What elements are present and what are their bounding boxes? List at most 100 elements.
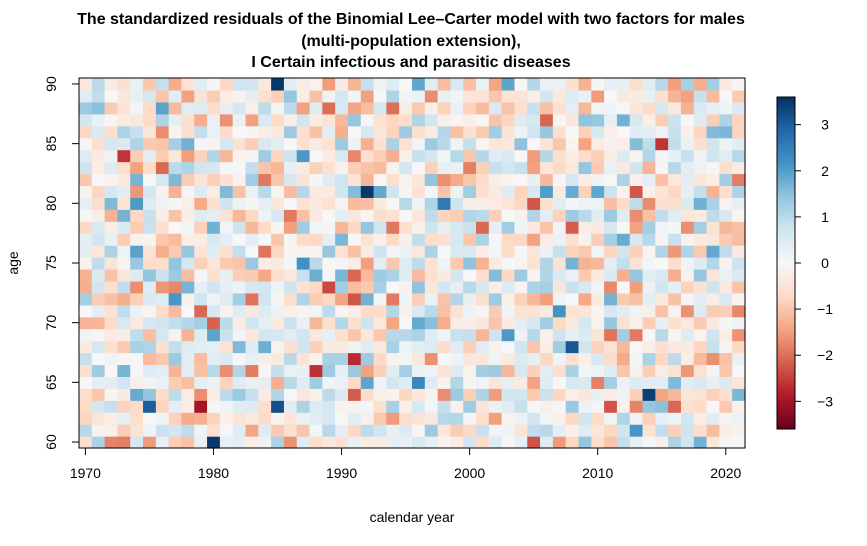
heatmap-cell: [360, 412, 375, 425]
heatmap-cell: [706, 436, 720, 449]
heatmap-cell: [488, 292, 503, 306]
heatmap-cell: [578, 268, 592, 282]
heatmap-cell: [271, 328, 285, 342]
heatmap-cell: [616, 89, 631, 103]
heatmap-cell: [565, 376, 580, 389]
heatmap-cell: [258, 125, 272, 139]
y-axis-title: age: [5, 251, 21, 275]
heatmap-cell: [335, 209, 349, 222]
heatmap-cell: [552, 257, 567, 270]
heatmap-cell: [552, 388, 567, 401]
heatmap-cell: [207, 328, 221, 342]
heatmap-cell: [271, 388, 285, 401]
heatmap-cell: [488, 304, 503, 318]
heatmap-cell: [283, 197, 298, 210]
heatmap-cell: [540, 245, 554, 258]
heatmap-cell: [219, 352, 234, 366]
heatmap-cell: [181, 257, 195, 270]
heatmap-cell: [232, 268, 247, 282]
heatmap-cell: [283, 101, 298, 115]
heatmap-cell: [604, 101, 618, 115]
heatmap-cell: [271, 340, 285, 354]
heatmap-cell: [322, 412, 336, 425]
heatmap-cell: [335, 161, 349, 175]
heatmap-cell: [155, 376, 170, 389]
heatmap-cell: [463, 173, 477, 187]
heatmap-cell: [488, 316, 503, 330]
heatmap-cell: [181, 113, 195, 127]
heatmap-cell: [706, 268, 720, 282]
heatmap-cell: [476, 280, 490, 294]
heatmap-cell: [130, 257, 144, 270]
heatmap-cell: [309, 209, 323, 222]
heatmap-cell: [604, 376, 618, 389]
heatmap-cell: [412, 412, 426, 425]
heatmap-cell: [655, 161, 669, 175]
heatmap-cell: [616, 245, 631, 258]
heatmap-cell: [655, 328, 669, 342]
heatmap-cell: [181, 376, 195, 389]
heatmap-cell: [360, 197, 375, 210]
heatmap-cell: [335, 280, 349, 294]
heatmap-cell: [207, 268, 221, 282]
heatmap-cell: [476, 101, 490, 115]
heatmap-cell: [450, 304, 464, 318]
heatmap-cell: [501, 233, 516, 246]
heatmap-cell: [629, 245, 644, 258]
heatmap-cell: [168, 101, 183, 115]
heatmap-cell: [232, 257, 247, 270]
heatmap-cell: [283, 424, 298, 437]
heatmap-cell: [578, 221, 592, 234]
heatmap-cell: [130, 340, 144, 354]
heatmap-cell: [219, 412, 234, 425]
heatmap-cell: [271, 113, 285, 127]
heatmap-cell: [450, 137, 464, 151]
y-tick-label: 90: [43, 76, 59, 92]
heatmap-cell: [143, 101, 157, 115]
heatmap-cell: [79, 209, 93, 222]
heatmap-cell: [732, 245, 746, 258]
heatmap-cell: [373, 340, 387, 354]
heatmap-cell: [706, 376, 720, 389]
heatmap-cell: [207, 436, 221, 449]
heatmap-cell: [552, 161, 567, 175]
heatmap-cell: [117, 233, 131, 246]
heatmap-cell: [424, 209, 439, 222]
heatmap-cell: [219, 233, 234, 246]
heatmap-cell: [591, 328, 605, 342]
heatmap-cell: [399, 89, 413, 103]
heatmap-cell: [258, 161, 272, 175]
heatmap-cell: [540, 400, 554, 413]
heatmap-cell: [373, 316, 387, 330]
heatmap-cell: [309, 161, 323, 175]
heatmap-cell: [194, 400, 208, 413]
heatmap-cell: [412, 328, 426, 342]
heatmap-cell: [642, 280, 656, 294]
heatmap-cell: [91, 352, 106, 366]
heatmap-cell: [399, 173, 413, 187]
heatmap-cell: [130, 400, 144, 413]
heatmap-cell: [207, 209, 221, 222]
heatmap-cell: [91, 125, 106, 139]
heatmap-cell: [412, 352, 426, 366]
heatmap-cell: [296, 436, 311, 449]
heatmap-cell: [309, 185, 323, 198]
heatmap-cell: [578, 173, 592, 187]
heatmap-cell: [309, 424, 323, 437]
heatmap-cell: [79, 78, 93, 91]
heatmap-cell: [527, 173, 541, 187]
heatmap-cell: [322, 376, 336, 389]
heatmap-cell: [143, 400, 157, 413]
heatmap-cell: [283, 245, 298, 258]
heatmap-cell: [130, 197, 144, 210]
heatmap-cell: [437, 209, 452, 222]
heatmap-cell: [335, 364, 349, 377]
x-axis: 1970 1980 1990 2000 2010 2020: [70, 447, 742, 481]
heatmap-cell: [194, 125, 208, 139]
heatmap-cell: [450, 161, 464, 175]
heatmap-cell: [578, 149, 592, 163]
heatmap-cell: [693, 316, 708, 330]
heatmap-cell: [450, 388, 464, 401]
heatmap-cell: [117, 328, 131, 342]
